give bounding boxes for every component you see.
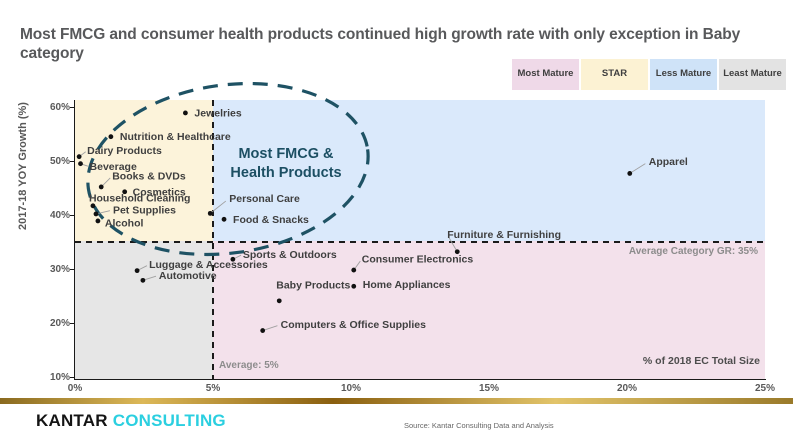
quadrant-most-mature [213, 241, 765, 379]
footer-divider-bar [0, 398, 793, 404]
page-title: Most FMCG and consumer health products c… [20, 26, 741, 62]
y-tick-label: 20% [49, 317, 70, 329]
average-growth-line [75, 241, 765, 243]
x-tick-label: 25% [754, 383, 775, 394]
maturity-legend: Most Mature STAR Less Mature Least Mature [512, 59, 786, 90]
axis-frame [74, 100, 766, 380]
x-tick-label: 5% [205, 383, 221, 394]
average-growth-label: Average Category GR: 35% [628, 246, 758, 257]
y-tick-label: 30% [49, 263, 70, 275]
y-axis-title: 2017-18 YOY Growth (%) [17, 102, 29, 230]
average-size-label: Average: 5% [219, 360, 279, 371]
y-tick-mark [70, 160, 74, 162]
legend-item-star: STAR [581, 59, 648, 90]
legend-item-least-mature: Least Mature [719, 59, 786, 90]
source-note: Source: Kantar Consulting Data and Analy… [404, 421, 554, 430]
y-tick-label: 50% [49, 155, 70, 167]
x-tick-label: 15% [478, 383, 499, 394]
y-tick-label: 60% [49, 101, 70, 113]
y-tick-mark [70, 376, 74, 378]
logo-consulting-text: CONSULTING [112, 411, 226, 430]
y-tick-mark [70, 268, 74, 270]
y-tick-mark [70, 106, 74, 108]
x-tick-label: 0% [67, 383, 83, 394]
x-axis-title: % of 2018 EC Total Size [642, 355, 760, 367]
quadrant-least-mature [75, 241, 213, 379]
y-tick-mark [70, 322, 74, 324]
kantar-consulting-logo: KANTAR CONSULTING [36, 411, 226, 431]
x-tick-label: 10% [340, 383, 361, 394]
legend-item-less-mature: Less Mature [650, 59, 717, 90]
legend-item-most-mature: Most Mature [512, 59, 579, 90]
logo-kantar-text: KANTAR [36, 411, 108, 430]
y-tick-label: 40% [49, 209, 70, 221]
y-tick-mark [70, 214, 74, 216]
average-size-line [212, 100, 214, 379]
y-tick-label: 10% [49, 371, 70, 383]
x-tick-label: 20% [616, 383, 637, 394]
